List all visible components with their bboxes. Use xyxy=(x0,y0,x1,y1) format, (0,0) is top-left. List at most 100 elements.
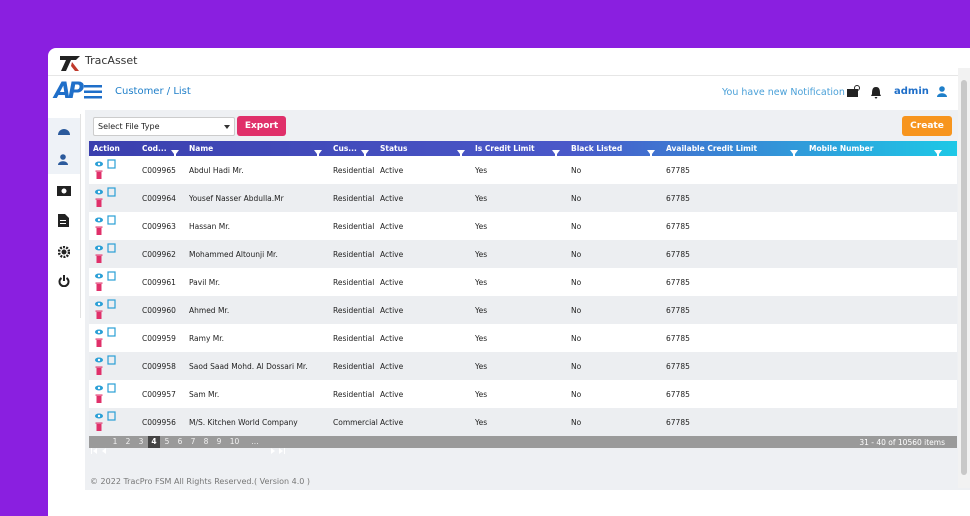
next-page[interactable] xyxy=(270,439,277,454)
column-filter[interactable] xyxy=(790,144,798,159)
cell: No xyxy=(571,334,582,343)
export-button[interactable]: Export xyxy=(237,116,286,136)
cell: Active xyxy=(380,250,404,259)
notification-icon[interactable] xyxy=(846,85,860,99)
create-button[interactable]: Create xyxy=(902,116,952,136)
cell: Yes xyxy=(475,222,488,231)
column-filter[interactable] xyxy=(647,144,655,159)
page-link[interactable]: 7 xyxy=(190,437,196,446)
page-link[interactable]: 6 xyxy=(177,437,183,446)
column-filter[interactable] xyxy=(934,144,942,159)
column-header[interactable]: Name xyxy=(189,144,214,153)
file-type-select[interactable]: Select File Type xyxy=(93,117,235,136)
pager: 1 2 3 4 5 6 7 8 9 10... 31 - 40 of 10560 items xyxy=(89,436,957,454)
cell: No xyxy=(571,362,582,371)
logout-icon[interactable] xyxy=(58,275,70,287)
menu-toggle[interactable] xyxy=(84,85,102,99)
row-actions xyxy=(95,187,119,209)
page-link[interactable]: 4 xyxy=(148,436,160,448)
row-actions xyxy=(95,271,119,293)
breadcrumb-item[interactable]: Customer xyxy=(115,86,164,97)
cell: Abdul Hadi Mr. xyxy=(189,166,244,175)
column-header[interactable]: Status xyxy=(380,144,408,153)
customer-icon[interactable] xyxy=(58,154,68,165)
settings-icon[interactable] xyxy=(58,246,70,258)
cell: 67785 xyxy=(666,306,690,315)
column-header[interactable]: Available Credit Limit xyxy=(666,144,758,153)
cell: No xyxy=(571,194,582,203)
cell: No xyxy=(571,418,582,427)
pager-summary: 31 - 40 of 10560 items xyxy=(859,438,945,447)
column-header[interactable]: Action xyxy=(93,144,120,153)
cell: Yes xyxy=(475,418,488,427)
last-page[interactable] xyxy=(279,439,286,454)
table-row: C009959 Ramy Mr. Residential Active Yes No 677… xyxy=(89,324,957,352)
page-link[interactable]: 10 xyxy=(229,437,240,446)
row-actions xyxy=(95,243,119,265)
page-link[interactable]: 1 xyxy=(112,437,118,446)
bell-icon[interactable] xyxy=(870,86,882,99)
cell: 67785 xyxy=(666,418,690,427)
row-actions xyxy=(95,327,119,349)
scrollbar[interactable] xyxy=(958,68,970,488)
column-filter[interactable] xyxy=(552,144,560,159)
page-link[interactable]: 8 xyxy=(203,437,209,446)
cell: 67785 xyxy=(666,222,690,231)
select-label: Select File Type xyxy=(98,122,160,131)
cell: Pavil Mr. xyxy=(189,278,221,287)
column-header[interactable]: Is Credit Limit xyxy=(475,144,535,153)
user-icon[interactable] xyxy=(937,86,947,97)
user-name[interactable]: admin xyxy=(894,86,929,97)
dashboard-icon[interactable] xyxy=(57,126,71,136)
table-row: C009961 Pavil Mr. Residential Active Yes No 67… xyxy=(89,268,957,296)
brand-icon xyxy=(60,56,80,71)
cell: C009959 xyxy=(142,334,176,343)
cell: Active xyxy=(380,278,404,287)
column-filter[interactable] xyxy=(457,144,465,159)
page-link[interactable]: 9 xyxy=(216,437,222,446)
cell: 67785 xyxy=(666,390,690,399)
cell: No xyxy=(571,222,582,231)
table-row: C009965 Abdul Hadi Mr. Residential Active Ye… xyxy=(89,156,957,184)
cell: No xyxy=(571,166,582,175)
page-link[interactable]: ... xyxy=(251,437,259,446)
table-header: Action Cod... Name Cus... Status Is Credit Li… xyxy=(89,141,957,159)
cell: No xyxy=(571,278,582,287)
cash-icon[interactable] xyxy=(57,186,71,196)
cell: Yes xyxy=(475,334,488,343)
report-icon[interactable] xyxy=(58,214,69,227)
column-header[interactable]: Cod... xyxy=(142,144,167,153)
cell: Commercial xyxy=(333,418,378,427)
cell: Yes xyxy=(475,166,488,175)
cell: Residential xyxy=(333,250,375,259)
column-filter[interactable] xyxy=(314,144,322,159)
cell: Yes xyxy=(475,278,488,287)
page-link[interactable]: 5 xyxy=(164,437,170,446)
cell: No xyxy=(571,250,582,259)
cell: Residential xyxy=(333,194,375,203)
cell: Mohammed Altounji Mr. xyxy=(189,250,278,259)
first-page[interactable] xyxy=(91,439,98,454)
column-header[interactable]: Mobile Number xyxy=(809,144,874,153)
cell: 67785 xyxy=(666,278,690,287)
breadcrumb-item: List xyxy=(173,86,191,97)
brand-name: TracAsset xyxy=(85,54,138,67)
column-filter[interactable] xyxy=(171,144,179,159)
page-link[interactable]: 3 xyxy=(138,437,144,446)
cell: Residential xyxy=(333,222,375,231)
data-grid: Action Cod... Name Cus... Status Is Credit Li… xyxy=(89,141,957,454)
notification-text[interactable]: You have new Notification xyxy=(722,87,845,98)
table-row: C009964 Yousef Nasser Abdulla.Mr Residenti… xyxy=(89,184,957,212)
cell: Yes xyxy=(475,362,488,371)
cell: Ramy Mr. xyxy=(189,334,225,343)
cell: 67785 xyxy=(666,250,690,259)
cell: Residential xyxy=(333,390,375,399)
column-filter[interactable] xyxy=(361,144,369,159)
cell: Active xyxy=(380,222,404,231)
column-header[interactable]: Black Listed xyxy=(571,144,623,153)
cell: 67785 xyxy=(666,334,690,343)
prev-page[interactable] xyxy=(100,439,107,454)
column-header[interactable]: Cus... xyxy=(333,144,357,153)
page-link[interactable]: 2 xyxy=(125,437,131,446)
app-window: TracAsset AP Customer / List You have ne… xyxy=(48,48,970,516)
